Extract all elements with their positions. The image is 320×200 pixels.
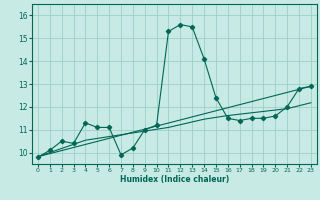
X-axis label: Humidex (Indice chaleur): Humidex (Indice chaleur) bbox=[120, 175, 229, 184]
